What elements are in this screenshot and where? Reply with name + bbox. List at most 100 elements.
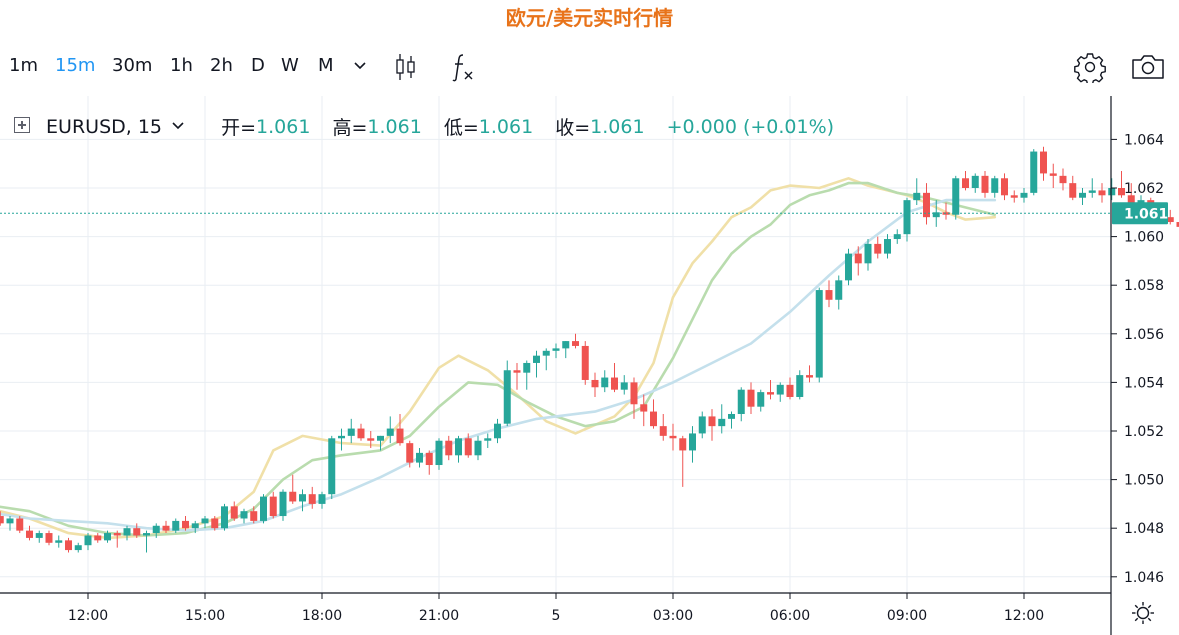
high-label: 高= xyxy=(332,117,368,139)
candle xyxy=(6,516,14,531)
candle-body xyxy=(708,416,716,427)
camera-icon[interactable] xyxy=(1131,53,1165,81)
candle-body xyxy=(386,428,394,436)
y-tick-label: 1.062 xyxy=(1124,181,1164,197)
candle-body xyxy=(143,533,150,536)
current-price-label: 1.061 xyxy=(1124,206,1168,222)
candle xyxy=(601,370,609,393)
candle xyxy=(474,435,482,461)
candle xyxy=(669,423,677,451)
y-tick-label: 1.060 xyxy=(1124,230,1164,246)
chevron-down-icon[interactable] xyxy=(353,60,367,72)
candle-body xyxy=(562,341,570,349)
candle-body xyxy=(328,438,336,495)
candle xyxy=(386,416,394,444)
candle-body xyxy=(455,438,462,456)
candle-body xyxy=(679,438,687,451)
candle xyxy=(591,372,599,397)
candle-body xyxy=(425,452,433,466)
candle-body xyxy=(74,545,82,551)
timeframe-1h[interactable]: 1h xyxy=(170,55,193,76)
candle xyxy=(347,418,355,444)
chart-legend: EURUSD, 15 开=1.061 高=1.061 低=1.061 收=1.0… xyxy=(14,113,834,139)
candle xyxy=(406,440,414,468)
candle-body xyxy=(971,175,979,188)
candle xyxy=(143,530,150,553)
candle xyxy=(864,239,872,271)
candle-body xyxy=(250,511,258,521)
candle xyxy=(952,175,960,220)
candle xyxy=(679,435,687,487)
candle xyxy=(971,173,979,193)
candle-body xyxy=(864,243,872,264)
candle xyxy=(133,523,141,538)
candle-body xyxy=(16,518,24,531)
candle xyxy=(854,246,862,276)
candle-body xyxy=(620,382,628,390)
candle xyxy=(503,360,511,427)
candle-body xyxy=(737,389,745,414)
candle-body xyxy=(191,523,199,529)
candle xyxy=(913,178,921,206)
expand-legend-icon[interactable] xyxy=(14,117,30,133)
candle xyxy=(1108,178,1116,201)
candle xyxy=(16,516,24,534)
candle-body xyxy=(1020,192,1028,198)
candle-body xyxy=(893,234,901,240)
current-price-badge xyxy=(1112,202,1168,225)
candle xyxy=(581,341,589,385)
candle xyxy=(494,418,501,444)
candle xyxy=(289,474,297,504)
candle xyxy=(923,183,930,225)
timeframe-week[interactable]: W xyxy=(281,55,299,76)
candle xyxy=(104,530,111,543)
symbol-label[interactable]: EURUSD, 15 xyxy=(46,115,163,138)
timeframe-month[interactable]: M xyxy=(318,55,334,76)
candle-body xyxy=(533,355,540,363)
y-tick-label: 1.050 xyxy=(1124,473,1164,489)
candle xyxy=(162,520,170,534)
x-tick-label: 12:00 xyxy=(68,608,108,624)
candle xyxy=(84,533,92,551)
candle xyxy=(211,516,219,531)
candle xyxy=(484,433,492,449)
candle xyxy=(737,387,745,422)
symbol-chevron-icon[interactable] xyxy=(171,120,185,132)
y-tick-label: 1.058 xyxy=(1124,278,1164,294)
open-value: 1.061 xyxy=(256,115,311,138)
moving-average-line xyxy=(0,177,997,540)
timeframe-1m[interactable]: 1m xyxy=(9,55,38,76)
candle-body xyxy=(542,350,550,356)
candle xyxy=(845,248,852,286)
timeframe-day[interactable]: D xyxy=(251,55,265,76)
candle xyxy=(250,506,258,524)
indicator-fx-icon[interactable] xyxy=(450,52,476,82)
candle-body xyxy=(698,416,706,434)
timeframe-15m[interactable]: 15m xyxy=(55,55,96,76)
candlestick-icon[interactable] xyxy=(394,52,418,82)
timeframe-30m[interactable]: 30m xyxy=(112,55,153,76)
timeframe-2h[interactable]: 2h xyxy=(210,55,233,76)
change-value: +0.000 (+0.01%) xyxy=(666,115,835,138)
candle xyxy=(425,450,433,475)
candle xyxy=(260,494,267,524)
candle-body xyxy=(377,435,384,441)
candle-body xyxy=(767,392,774,395)
candle-body xyxy=(815,290,823,378)
candle xyxy=(757,389,765,412)
candle xyxy=(542,348,550,371)
candle xyxy=(533,350,540,378)
candle-body xyxy=(65,540,72,551)
candle xyxy=(338,428,345,451)
y-tick-label: 1.056 xyxy=(1124,327,1164,343)
candle-body xyxy=(845,253,852,281)
candle xyxy=(659,413,667,441)
gear-icon[interactable] xyxy=(1074,51,1106,83)
candle-body xyxy=(1010,195,1018,198)
candle-body xyxy=(1059,175,1067,184)
candle-body xyxy=(513,370,521,373)
candle-body xyxy=(825,290,833,300)
moving-average-line xyxy=(0,181,997,537)
high-value: 1.061 xyxy=(367,115,422,138)
